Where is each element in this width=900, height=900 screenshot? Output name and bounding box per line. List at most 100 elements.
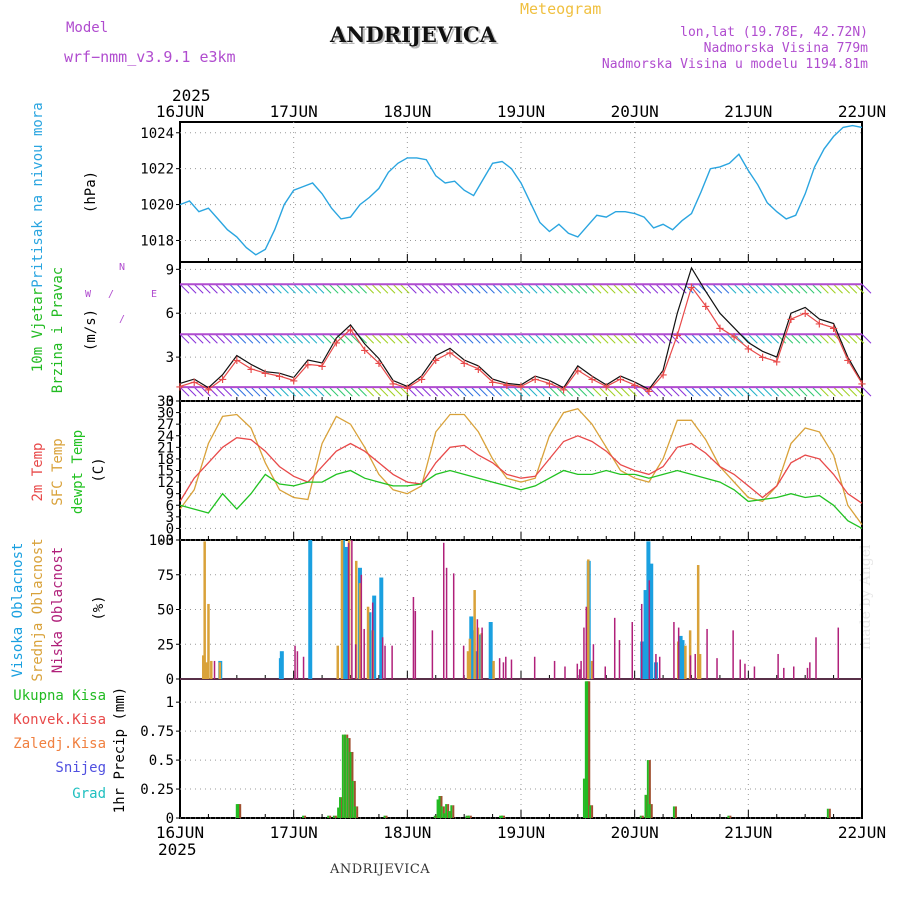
wind-speed-marker: + xyxy=(602,379,610,395)
wind-barb xyxy=(591,386,602,397)
wind-barb xyxy=(485,386,495,397)
y-tick-label: 3 xyxy=(166,350,174,366)
cloud-mid-bar xyxy=(473,590,476,679)
wind-barb xyxy=(577,333,588,344)
wind-speed-marker: + xyxy=(645,384,653,400)
cloud-low-bar xyxy=(354,644,357,679)
wind-barb xyxy=(804,283,815,294)
wind-barb xyxy=(492,386,502,397)
wind-barb xyxy=(343,283,353,294)
wind-barb xyxy=(314,386,325,397)
cloud-high-bar xyxy=(367,612,372,679)
wind-barb xyxy=(847,333,858,344)
cloud-low-bar xyxy=(658,656,661,679)
y-tick-label: 1024 xyxy=(140,126,174,142)
temp-unit-label: (C) xyxy=(91,457,107,482)
wind-speed-marker: + xyxy=(545,376,553,392)
cloud-low-bar xyxy=(294,645,296,679)
wind-barb xyxy=(613,283,623,294)
y-tick-label: 0 xyxy=(166,811,174,827)
station-title: ANDRIJEVICA xyxy=(330,22,497,47)
wind-barb xyxy=(541,333,552,344)
precip-conv-bar xyxy=(304,815,307,818)
wind-barb xyxy=(421,333,431,344)
precip-total-bar xyxy=(646,760,649,818)
station-elevation: Nadmorska Visina 779m xyxy=(703,41,868,56)
cloud-low-bar xyxy=(462,645,465,679)
wind-speed-marker: + xyxy=(261,366,269,382)
wind-speed-marker: + xyxy=(488,375,496,391)
wind-barb xyxy=(179,283,190,294)
wind-speed-marker: + xyxy=(346,322,354,338)
wind-speed-marker: + xyxy=(332,335,340,351)
wind-barb xyxy=(399,386,410,397)
wind-barb xyxy=(726,283,737,294)
wind-barb xyxy=(442,386,453,397)
wind-speed-marker: + xyxy=(360,343,368,359)
wind-barb xyxy=(279,283,289,294)
wind-barb xyxy=(861,386,872,397)
precip-legend-label: Konvek.Kisa xyxy=(13,712,106,728)
cloud-mid-bar xyxy=(492,660,495,679)
wind-barb xyxy=(371,283,382,294)
compass-north: N xyxy=(119,262,125,273)
precip-conv-bar xyxy=(641,815,644,818)
precip-total-bar xyxy=(727,815,730,818)
wind-barb xyxy=(591,283,602,294)
precip-total-bar xyxy=(672,806,675,818)
cloud-high-bar xyxy=(474,651,479,679)
wind-barb xyxy=(378,333,389,344)
precip-conv-bar xyxy=(452,805,455,818)
wind-barb xyxy=(286,333,296,344)
wind-speed-marker: + xyxy=(744,341,752,357)
wind-barb xyxy=(563,386,573,397)
wind-barb xyxy=(847,386,858,397)
wind-barb xyxy=(541,386,552,397)
wind-barb xyxy=(705,333,716,344)
wind-barb xyxy=(350,333,360,344)
wind-barb xyxy=(335,283,346,294)
wind-barb xyxy=(186,283,197,294)
wind-barb xyxy=(627,283,637,294)
wind-barb xyxy=(506,386,517,397)
wind-barb xyxy=(819,386,829,397)
precip-conv-bar xyxy=(648,760,651,818)
wind-barb xyxy=(776,386,787,397)
wind-speed-marker: + xyxy=(659,368,667,384)
precip-total-bar xyxy=(826,808,829,818)
bottom-date-label: 18JUN xyxy=(383,823,431,842)
wind-barb xyxy=(684,333,694,344)
cloud-unit-label: (%) xyxy=(91,595,107,620)
precip-conv-bar xyxy=(503,815,506,818)
precip-total-bar xyxy=(327,815,330,818)
wind-barb xyxy=(705,386,716,397)
wind-barb xyxy=(549,283,559,294)
wind-speed-line xyxy=(179,285,863,392)
y-tick-label: 9 xyxy=(166,262,174,278)
wind-barb xyxy=(613,386,623,397)
cloud-low-bar xyxy=(739,659,741,679)
compass-west: W xyxy=(85,289,92,300)
wind-speed-marker: + xyxy=(517,379,525,395)
bottom-date-label: 22JUN xyxy=(838,823,886,842)
y-tick-label: 30 xyxy=(157,406,174,422)
wind-barb xyxy=(826,333,836,344)
cloud-low-bar xyxy=(391,645,393,679)
wind-barb xyxy=(236,283,247,294)
wind-speed-marker: + xyxy=(687,280,695,296)
wind-barb xyxy=(790,333,801,344)
wind-barb xyxy=(200,283,211,294)
bottom-date-label: 21JUN xyxy=(724,823,772,842)
cloud-low-bar xyxy=(613,617,616,679)
wind-barb xyxy=(215,283,225,294)
wind-speed-marker: + xyxy=(716,321,724,337)
wind-barb xyxy=(747,333,758,344)
y-tick-label: 0 xyxy=(166,672,174,688)
footer-station: ANDRIJEVICA xyxy=(330,862,431,877)
wind-barb xyxy=(712,283,723,294)
cloud-low-bar xyxy=(498,658,501,679)
pressure-unit-label: (hPa) xyxy=(83,171,99,213)
wind-barb xyxy=(641,283,652,294)
wind-barb xyxy=(449,333,460,344)
